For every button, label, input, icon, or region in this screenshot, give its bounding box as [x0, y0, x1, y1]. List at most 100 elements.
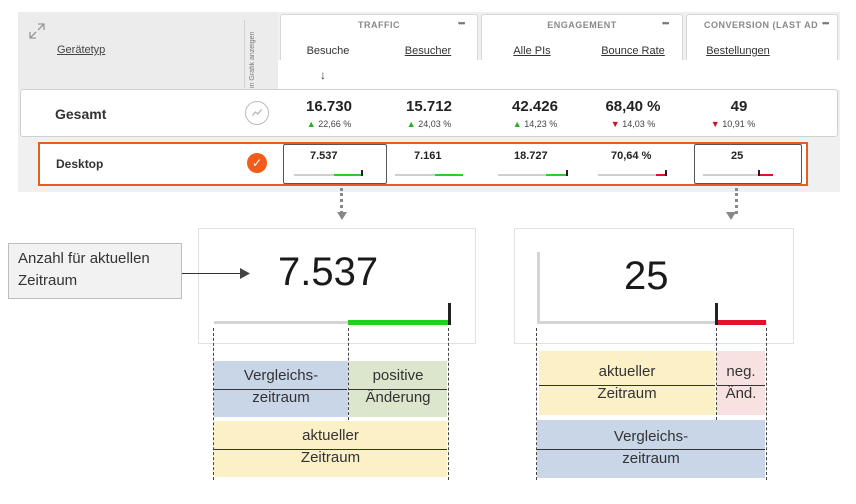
guide-line: [213, 328, 214, 480]
desktop-visitors: 7.161: [414, 150, 442, 162]
guide-line: [536, 328, 537, 480]
sort-down-arrow-icon[interactable]: ↓: [320, 68, 326, 82]
minibar-orders: [703, 170, 775, 176]
minibar-visits: [294, 170, 364, 176]
header-columns-band: [278, 60, 840, 90]
highlight-box-visits: [283, 144, 387, 184]
callout-arrow: [182, 273, 242, 274]
total-visits: 16.730: [306, 98, 352, 115]
total-orders-change: ▼ 10,91 %: [688, 119, 778, 129]
up-arrow-icon: ▲: [306, 119, 316, 129]
legend-text: positive: [372, 367, 424, 384]
total-visits-change: ▲ 22,66 %: [284, 119, 374, 129]
span-arrow: [717, 385, 765, 386]
trend-icon[interactable]: [245, 101, 269, 125]
checkmark-icon[interactable]: ✓: [247, 153, 267, 173]
arrow-down-icon: [726, 212, 736, 220]
divider: [244, 20, 245, 88]
legend-text: Vergleichs-: [613, 428, 689, 445]
arrow-right-icon: [240, 268, 250, 279]
change-value: 14,03 %: [622, 119, 656, 129]
more-icon[interactable]: •••: [662, 18, 670, 28]
minibar-visitors: [395, 170, 465, 176]
desktop-visits: 7.537: [310, 150, 338, 162]
total-page-impressions: 42.426: [512, 98, 558, 115]
column-header-orders[interactable]: Bestellungen: [706, 45, 770, 57]
span-arrow: [349, 389, 447, 390]
legend-current-period: aktueller Zeitraum: [539, 351, 715, 415]
group-title-conversion: CONVERSION (LAST AD: [704, 20, 819, 30]
current-value-tick: [715, 303, 718, 325]
legend-text: aktueller: [598, 363, 656, 380]
desktop-bounce-rate: 70,64 %: [611, 150, 652, 162]
more-icon[interactable]: •••: [458, 18, 466, 28]
guide-line: [766, 328, 767, 480]
guide-line: [448, 328, 449, 480]
change-value: 22,66 %: [318, 119, 352, 129]
column-header-device-type[interactable]: Gerätetyp: [57, 44, 106, 56]
zoom-axis: [537, 252, 540, 324]
legend-text: Änderung: [365, 389, 431, 406]
column-header-visits[interactable]: Besuche: [306, 45, 350, 57]
total-orders: 49: [730, 98, 748, 115]
desktop-orders: 25: [731, 150, 744, 162]
total-bounce-rate: 68,40 %: [605, 98, 661, 115]
arrow-down-icon: [337, 212, 347, 220]
group-title-engagement: ENGAGEMENT: [547, 20, 617, 30]
expand-icon[interactable]: [28, 22, 46, 40]
zoom-value-visits: 7.537: [278, 250, 379, 294]
connector-line: [735, 188, 738, 214]
column-header-visitors[interactable]: Besucher: [404, 45, 452, 57]
more-icon[interactable]: •••: [822, 18, 830, 28]
legend-text: Zeitraum: [300, 449, 361, 466]
legend-text: zeitraum: [252, 389, 310, 406]
up-arrow-icon: ▲: [406, 119, 416, 129]
change-value: 14,23 %: [524, 119, 558, 129]
guide-line: [348, 328, 349, 420]
legend-text: Änd.: [725, 385, 757, 402]
legend-text: zeitraum: [622, 450, 680, 467]
legend-text: Zeitraum: [597, 385, 657, 402]
legend-text: neg.: [726, 363, 756, 380]
column-header-bounce-rate[interactable]: Bounce Rate: [601, 45, 665, 57]
legend-text: aktueller: [302, 427, 359, 444]
change-value: 10,91 %: [722, 119, 756, 129]
desktop-row-highlight[interactable]: [38, 142, 808, 186]
minibar-bounce-rate: [598, 170, 668, 176]
comparison-bar: [537, 321, 767, 324]
minibar-page-impressions: [498, 170, 570, 176]
callout-current-count: Anzahl für aktuellen Zeitraum: [8, 243, 182, 299]
total-row-label: Gesamt: [55, 106, 107, 122]
legend-text: Vergleichs-: [243, 367, 319, 384]
total-row: [20, 89, 838, 137]
guide-line: [716, 328, 717, 420]
negative-change-bar: [716, 320, 766, 325]
change-value: 24,03 %: [418, 119, 452, 129]
desktop-row-label: Desktop: [56, 157, 104, 171]
up-arrow-icon: ▲: [512, 119, 522, 129]
current-value-tick: [448, 303, 451, 325]
desktop-page-impressions: 18.727: [514, 150, 548, 162]
down-arrow-icon: ▼: [710, 119, 720, 129]
span-arrow: [214, 389, 347, 390]
connector-line: [340, 188, 343, 214]
highlight-box-orders: [694, 144, 802, 184]
total-visitors-change: ▲ 24,03 %: [384, 119, 474, 129]
zoom-value-orders: 25: [624, 254, 669, 298]
chart-toggle-header: in Grafik anzeigen: [249, 31, 256, 89]
span-arrow: [539, 385, 715, 386]
group-title-traffic: TRAFFIC: [358, 20, 400, 30]
total-bounce-rate-change: ▼ 14,03 %: [588, 119, 678, 129]
total-page-impressions-change: ▲ 14,23 %: [490, 119, 580, 129]
down-arrow-icon: ▼: [610, 119, 620, 129]
span-arrow: [214, 449, 447, 450]
positive-change-bar: [348, 320, 450, 325]
comparison-bar: [214, 321, 450, 324]
header-left-cell: [18, 12, 278, 90]
total-visitors: 15.712: [406, 98, 452, 115]
column-header-page-impressions[interactable]: Alle PIs: [513, 45, 551, 57]
callout-line: Anzahl für aktuellen: [18, 250, 150, 267]
legend-negative-change: neg. Änd.: [717, 351, 765, 415]
callout-line: Zeitraum: [18, 272, 78, 289]
span-arrow: [537, 449, 765, 450]
